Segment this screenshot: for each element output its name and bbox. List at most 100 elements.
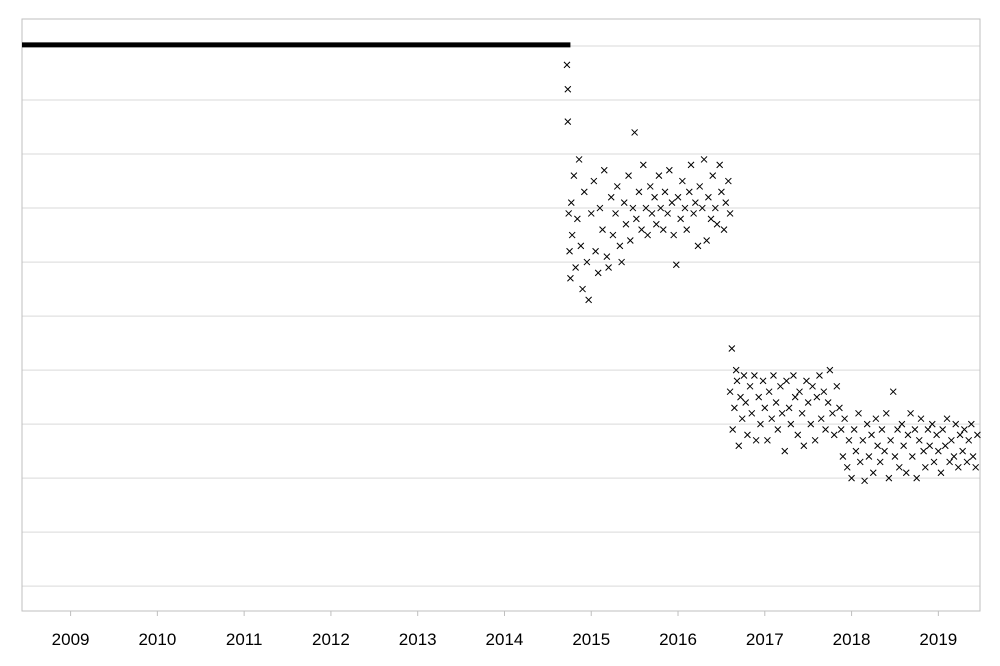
data-point <box>681 204 689 212</box>
data-point <box>878 426 886 433</box>
data-point <box>926 442 934 450</box>
data-point <box>852 447 860 455</box>
data-point <box>594 269 602 277</box>
data-point <box>633 215 640 223</box>
data-point <box>943 415 951 423</box>
data-point <box>592 247 599 255</box>
data-point <box>829 409 836 417</box>
data-point <box>718 188 725 196</box>
data-point <box>972 463 980 471</box>
data-point <box>720 226 728 234</box>
data-point <box>804 399 812 406</box>
data-point <box>607 193 615 201</box>
data-point <box>841 415 848 423</box>
data-point <box>872 415 880 423</box>
data-point <box>752 436 760 444</box>
data-point <box>850 426 858 433</box>
data-point <box>570 172 578 179</box>
x-tick-label: 2015 <box>572 630 610 649</box>
data-point <box>974 431 981 439</box>
data-point <box>967 420 975 428</box>
data-point <box>868 431 875 439</box>
data-point <box>869 469 877 477</box>
data-point <box>963 458 971 466</box>
data-point <box>740 372 748 379</box>
data-point <box>778 409 786 417</box>
data-point <box>900 442 907 450</box>
data-point <box>679 177 686 185</box>
data-point <box>915 436 923 444</box>
data-point <box>661 188 669 196</box>
data-point <box>781 447 789 455</box>
data-point <box>913 474 921 482</box>
x-tick-label: 2019 <box>919 630 957 649</box>
data-point <box>694 242 702 250</box>
data-point <box>837 426 845 433</box>
data-point <box>703 237 711 244</box>
data-point <box>638 226 645 234</box>
data-point <box>800 442 808 450</box>
data-point <box>605 264 612 271</box>
data-point <box>961 426 968 433</box>
data-point <box>881 447 888 455</box>
data-point <box>744 431 751 439</box>
data-point <box>737 393 744 401</box>
data-point <box>770 372 777 379</box>
data-point <box>937 469 945 477</box>
data-point <box>856 458 864 466</box>
data-point <box>685 188 693 196</box>
data-point <box>687 161 695 169</box>
data-point <box>791 393 799 401</box>
data-point <box>809 382 816 390</box>
data-point <box>603 253 611 261</box>
data-point <box>902 469 910 477</box>
data-point <box>843 463 851 471</box>
data-point <box>928 420 936 428</box>
data-point <box>726 210 734 217</box>
data-point <box>934 447 942 455</box>
data-point <box>917 415 925 423</box>
data-point <box>761 404 769 412</box>
data-point <box>724 177 732 185</box>
data-point <box>777 382 784 390</box>
data-point <box>969 453 977 460</box>
data-point <box>631 129 638 136</box>
data-point <box>930 458 938 466</box>
data-point <box>579 285 586 293</box>
x-tick-label: 2018 <box>833 630 871 649</box>
data-point <box>822 426 829 433</box>
data-point <box>668 199 676 207</box>
data-point <box>613 183 621 190</box>
data-point <box>830 431 838 439</box>
data-point <box>956 431 964 439</box>
data-point <box>731 404 738 412</box>
data-point <box>865 453 873 460</box>
data-point <box>665 166 673 174</box>
data-point <box>907 409 914 417</box>
x-tick-label: 2012 <box>312 630 350 649</box>
data-point <box>728 345 736 352</box>
data-point <box>765 388 773 396</box>
data-point <box>572 264 579 271</box>
data-point <box>600 166 608 174</box>
data-point <box>874 442 881 450</box>
data-point <box>575 156 583 163</box>
data-point <box>580 188 588 196</box>
data-point <box>711 204 719 212</box>
data-point <box>707 215 715 223</box>
data-point <box>567 199 575 207</box>
data-point <box>796 388 803 396</box>
data-point <box>732 366 740 374</box>
data-point <box>674 193 682 201</box>
gridlines <box>22 45 980 587</box>
data-point <box>946 458 953 466</box>
data-point <box>836 404 843 412</box>
data-point <box>785 404 793 412</box>
data-point <box>729 426 737 433</box>
data-point <box>635 188 643 196</box>
data-point <box>794 431 802 439</box>
data-point <box>887 436 894 444</box>
data-point <box>565 210 573 217</box>
data-point <box>642 204 650 212</box>
data-point <box>564 85 572 93</box>
